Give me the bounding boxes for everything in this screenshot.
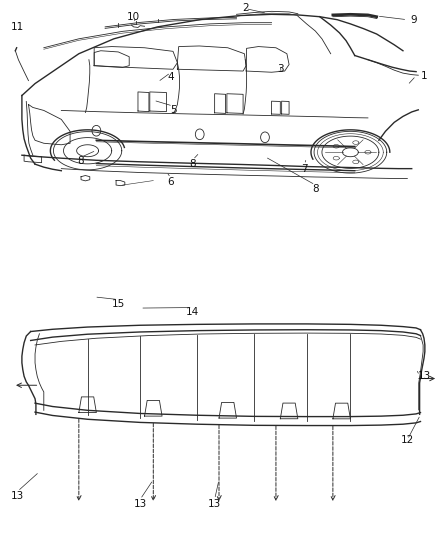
Text: 15: 15 [112,299,125,309]
Text: 13: 13 [11,491,24,500]
Text: 5: 5 [170,106,177,115]
Text: 9: 9 [410,15,417,25]
Text: 13: 13 [208,499,221,508]
Text: 3: 3 [277,64,284,74]
Text: 8: 8 [312,184,319,194]
Text: 11: 11 [11,22,24,31]
Text: 8: 8 [78,157,85,166]
Text: 2: 2 [242,3,249,13]
Text: 10: 10 [127,12,140,22]
Text: 8: 8 [189,159,196,169]
Text: 13: 13 [418,371,431,381]
Text: 12: 12 [401,435,414,445]
Text: 1: 1 [420,71,427,80]
Text: 7: 7 [301,164,308,174]
Text: 6: 6 [167,177,174,187]
Text: 14: 14 [186,307,199,317]
Text: 4: 4 [167,72,174,82]
Text: 13: 13 [134,499,147,508]
